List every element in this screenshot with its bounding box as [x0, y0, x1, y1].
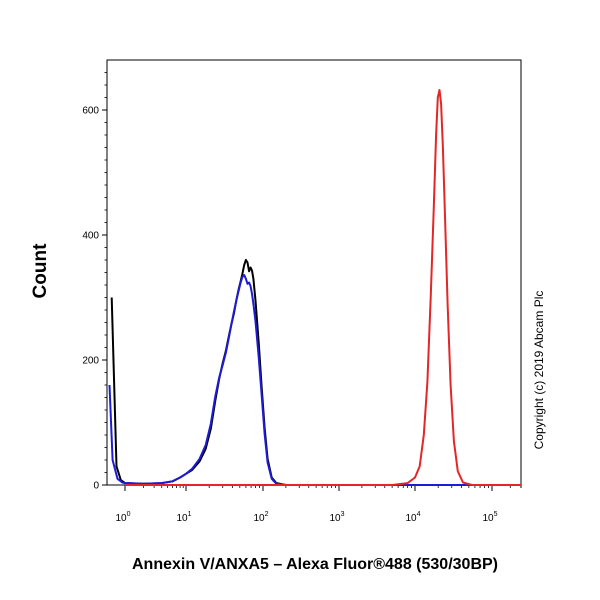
plot-frame	[106, 59, 522, 486]
series-layer	[108, 89, 521, 486]
x-tick-base: 10	[329, 513, 341, 524]
x-tick-label: 101	[176, 511, 191, 524]
x-tick-base: 10	[405, 513, 417, 524]
x-tick-base: 10	[115, 513, 127, 524]
series-line-3	[125, 89, 521, 486]
x-tick-label: 104	[405, 511, 420, 524]
x-tick-base: 10	[482, 513, 494, 524]
x-tick-label: 105	[482, 511, 497, 524]
x-tick-label: 100	[115, 511, 130, 524]
x-tick-exponent: 2	[265, 511, 269, 518]
x-tick-exponent: 4	[417, 511, 421, 518]
x-tick-base: 10	[253, 513, 265, 524]
x-tick-exponent: 0	[127, 511, 131, 518]
x-tick-exponent: 5	[494, 511, 498, 518]
y-tick-label: 0	[93, 481, 99, 492]
copyright-annotation: Copyright (c) 2019 Abcam Plc	[532, 291, 546, 450]
series-line-1	[110, 259, 521, 486]
x-tick-exponent: 3	[341, 511, 345, 518]
y-axis: 0 200 400 600	[82, 72, 107, 492]
x-axis: 100 101 102 103 104 105	[115, 485, 522, 524]
x-tick-base: 10	[176, 513, 188, 524]
x-tick-label: 103	[329, 511, 344, 524]
y-tick-label: 400	[82, 231, 99, 242]
y-tick-label: 200	[82, 356, 99, 367]
series-line-2	[108, 274, 521, 486]
x-axis-title: Annexin V/ANXA5 – Alexa Fluor®488 (530/3…	[132, 556, 498, 573]
y-tick-label: 600	[82, 106, 99, 117]
x-tick-exponent: 1	[188, 511, 192, 518]
x-tick-label: 102	[253, 511, 268, 524]
y-axis-title: Count	[30, 243, 51, 299]
